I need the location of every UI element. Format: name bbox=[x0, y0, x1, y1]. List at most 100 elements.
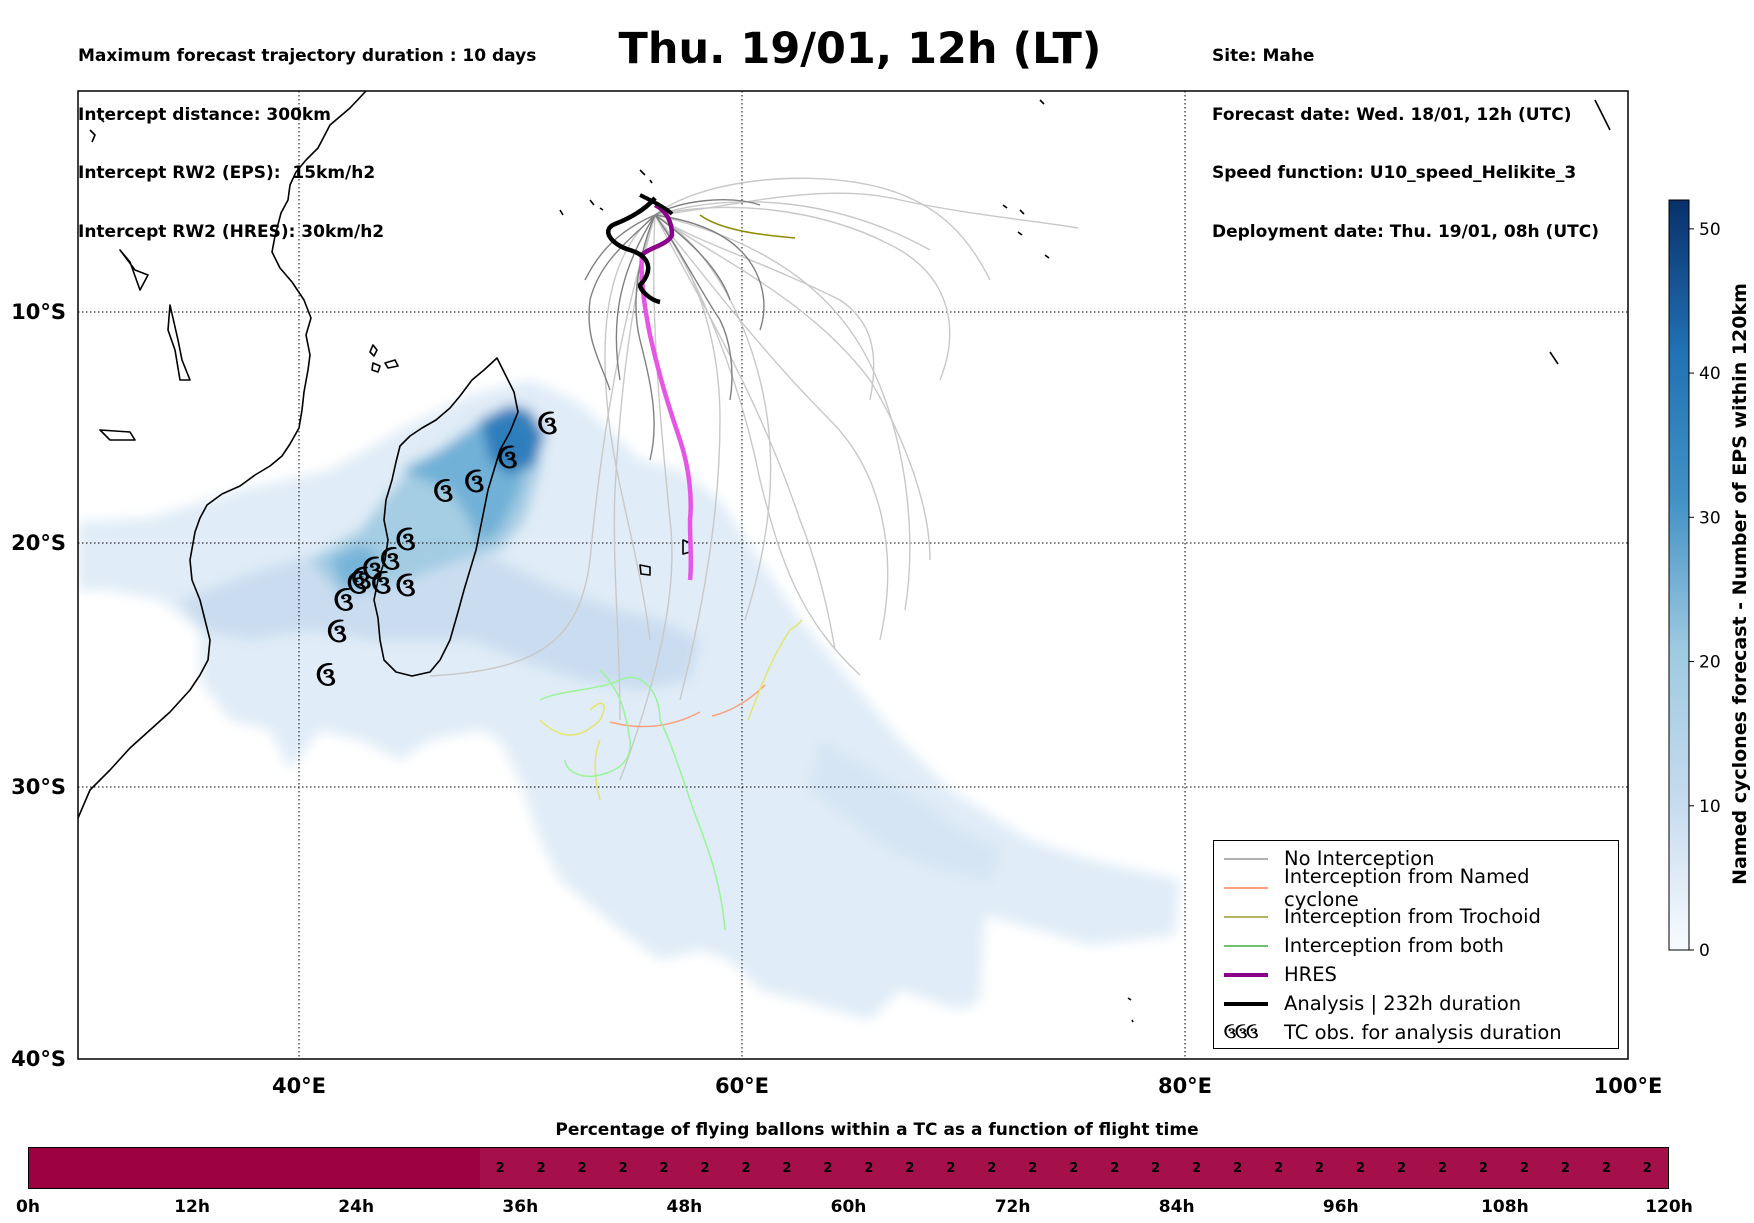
flight-time-bar-title: Percentage of flying ballons within a TC… bbox=[555, 1120, 1199, 1140]
legend-swatch-named-cyclone bbox=[1224, 886, 1268, 889]
legend-swatch-analysis bbox=[1224, 1001, 1268, 1006]
tc-observation-marker: ઉ bbox=[327, 619, 347, 649]
flight-time-segment: 2 bbox=[643, 1148, 685, 1188]
legend-swatch-hres bbox=[1224, 972, 1268, 977]
lon-tick-label: 40°E bbox=[272, 1074, 326, 1098]
analysis-trajectory-end bbox=[639, 193, 674, 216]
legend: No Interception Interception from Named … bbox=[1213, 840, 1619, 1049]
trajectories-both bbox=[539, 669, 726, 931]
flight-time-segment: 2 bbox=[1012, 1148, 1054, 1188]
flight-time-segment: 2 bbox=[766, 1148, 808, 1188]
tc-observation-marker: ઉ bbox=[498, 445, 518, 475]
flight-time-segment: 2 bbox=[1422, 1148, 1463, 1188]
tc-observation-marker: ઉ bbox=[396, 573, 416, 603]
colorbar-tick-label: 40 bbox=[1699, 364, 1721, 384]
tc-observation-marker: ઉ bbox=[434, 479, 454, 509]
lon-tick-label: 80°E bbox=[1158, 1074, 1212, 1098]
flight-time-segment: 2 bbox=[1094, 1148, 1136, 1188]
colorbar-tick-label: 20 bbox=[1699, 653, 1721, 673]
colorbar-tick-label: 50 bbox=[1699, 220, 1721, 240]
flight-time-tick-label: 36h bbox=[502, 1197, 539, 1217]
colorbar-gradient bbox=[1668, 199, 1690, 951]
header-site-info: Site: Mahe Forecast date: Wed. 18/01, 12… bbox=[1212, 8, 1599, 262]
hres-trajectory bbox=[639, 254, 694, 581]
cyclone-density-field bbox=[78, 380, 1180, 1020]
flight-time-segment: 2 bbox=[1135, 1148, 1177, 1188]
legend-label: Interception from both bbox=[1284, 934, 1504, 957]
header-line: Maximum forecast trajectory duration : 1… bbox=[78, 46, 537, 66]
lat-tick-label: 40°S bbox=[11, 1047, 66, 1071]
mozambique-channel-islands bbox=[99, 249, 191, 441]
header-line: Speed function: U10_speed_Helikite_3 bbox=[1212, 163, 1577, 183]
flight-time-segment: 2 bbox=[520, 1148, 562, 1188]
legend-label: TC obs. for analysis duration bbox=[1284, 1021, 1562, 1044]
header-line: Forecast date: Wed. 18/01, 12h (UTC) bbox=[1212, 104, 1572, 125]
comoros-coastline bbox=[369, 344, 399, 373]
colorbar-tick-label: 30 bbox=[1699, 508, 1721, 528]
flight-time-segment: 2 bbox=[1381, 1148, 1422, 1188]
flight-time-segment: 2 bbox=[1585, 1148, 1627, 1188]
legend-label: Interception from Named cyclone bbox=[1284, 864, 1530, 911]
header-line: Site: Mahe bbox=[1212, 46, 1315, 66]
lat-tick-label: 20°S bbox=[11, 531, 66, 555]
legend-swatch-trochoid bbox=[1224, 915, 1268, 918]
seychelles-islands bbox=[559, 169, 653, 216]
flight-time-tick-label: 24h bbox=[338, 1197, 375, 1217]
flight-time-segment: 2 bbox=[1544, 1148, 1586, 1188]
madagascar-coastline bbox=[373, 357, 519, 677]
hres-trajectory-start bbox=[640, 202, 675, 257]
reunion-coastline bbox=[639, 564, 651, 576]
africa-coastline bbox=[78, 91, 367, 819]
flight-time-segment: 2 bbox=[561, 1148, 603, 1188]
flight-time-segment: 2 bbox=[807, 1148, 849, 1188]
tc-observation-marker: ઉ bbox=[396, 527, 416, 557]
flight-time-tick-label: 96h bbox=[1322, 1197, 1359, 1217]
header-line: Intercept distance: 300km bbox=[78, 104, 331, 125]
lat-axis-labels: 10°S 20°S 30°S 40°S bbox=[11, 300, 66, 1071]
flight-time-segment: 2 bbox=[1299, 1148, 1341, 1188]
amsterdam-island bbox=[1127, 997, 1134, 1023]
flight-time-segment: 2 bbox=[1340, 1148, 1382, 1188]
flight-time-segment: 2 bbox=[1258, 1148, 1300, 1188]
legend-item: Analysis | 232h duration bbox=[1224, 989, 1608, 1018]
legend-label: Analysis | 232h duration bbox=[1284, 992, 1522, 1015]
flight-time-segment bbox=[29, 1148, 480, 1188]
tc-observation-marker: ઉ bbox=[380, 546, 400, 576]
flight-time-segment: 2 bbox=[479, 1148, 521, 1188]
lon-tick-label: 100°E bbox=[1594, 1074, 1663, 1098]
trajectories-no-interception bbox=[429, 177, 1079, 781]
tc-observation-marker: ઉ bbox=[334, 588, 354, 618]
map-title: Thu. 19/01, 12h (LT) bbox=[618, 24, 1102, 74]
legend-item: Interception from Named cyclone bbox=[1224, 865, 1608, 911]
colorbar-ticks: 0 10 20 30 40 50 bbox=[1689, 220, 1721, 961]
flight-time-segment: 2 bbox=[1503, 1148, 1545, 1188]
flight-time-segment: 2 bbox=[971, 1148, 1013, 1188]
tc-observation-marker: ઉ bbox=[347, 571, 367, 601]
lon-tick-label: 60°E bbox=[715, 1074, 769, 1098]
tc-observation-marker: ઉ bbox=[372, 571, 392, 601]
legend-tc-symbol: ઉઉઉ bbox=[1224, 1022, 1258, 1042]
lon-axis-labels: 40°E 60°E 80°E 100°E bbox=[272, 1074, 1662, 1098]
tc-observation-marker: ઉ bbox=[465, 469, 485, 499]
colorbar-label: Named cyclones forecast - Number of EPS … bbox=[1729, 283, 1751, 885]
flight-time-tick-label: 84h bbox=[1158, 1197, 1195, 1217]
flight-time-segment: 2 bbox=[889, 1148, 931, 1188]
flight-time-tick-label: 108h bbox=[1481, 1197, 1529, 1217]
flight-time-segment: 2 bbox=[1462, 1148, 1504, 1188]
legend-item: No Interception bbox=[1224, 844, 1608, 873]
flight-time-segment: 2 bbox=[1053, 1148, 1095, 1188]
flight-time-tick-label: 48h bbox=[666, 1197, 703, 1217]
tc-observation-marker: ઉ bbox=[352, 566, 372, 596]
legend-swatch-both bbox=[1224, 944, 1268, 947]
flight-time-segment: 2 bbox=[1217, 1148, 1259, 1188]
flight-time-segment: 2 bbox=[1176, 1148, 1218, 1188]
tc-observation-marker: ઉ bbox=[316, 663, 336, 693]
colorbar-tick-label: 0 bbox=[1699, 941, 1710, 961]
colorbar: 0 10 20 30 40 50 bbox=[1668, 199, 1721, 961]
legend-item: Interception from both bbox=[1224, 931, 1608, 960]
flight-time-segment: 2 bbox=[848, 1148, 890, 1188]
nw-islands bbox=[89, 99, 1611, 143]
header-line: Intercept RW2 (EPS): 15km/h2 bbox=[78, 163, 376, 183]
